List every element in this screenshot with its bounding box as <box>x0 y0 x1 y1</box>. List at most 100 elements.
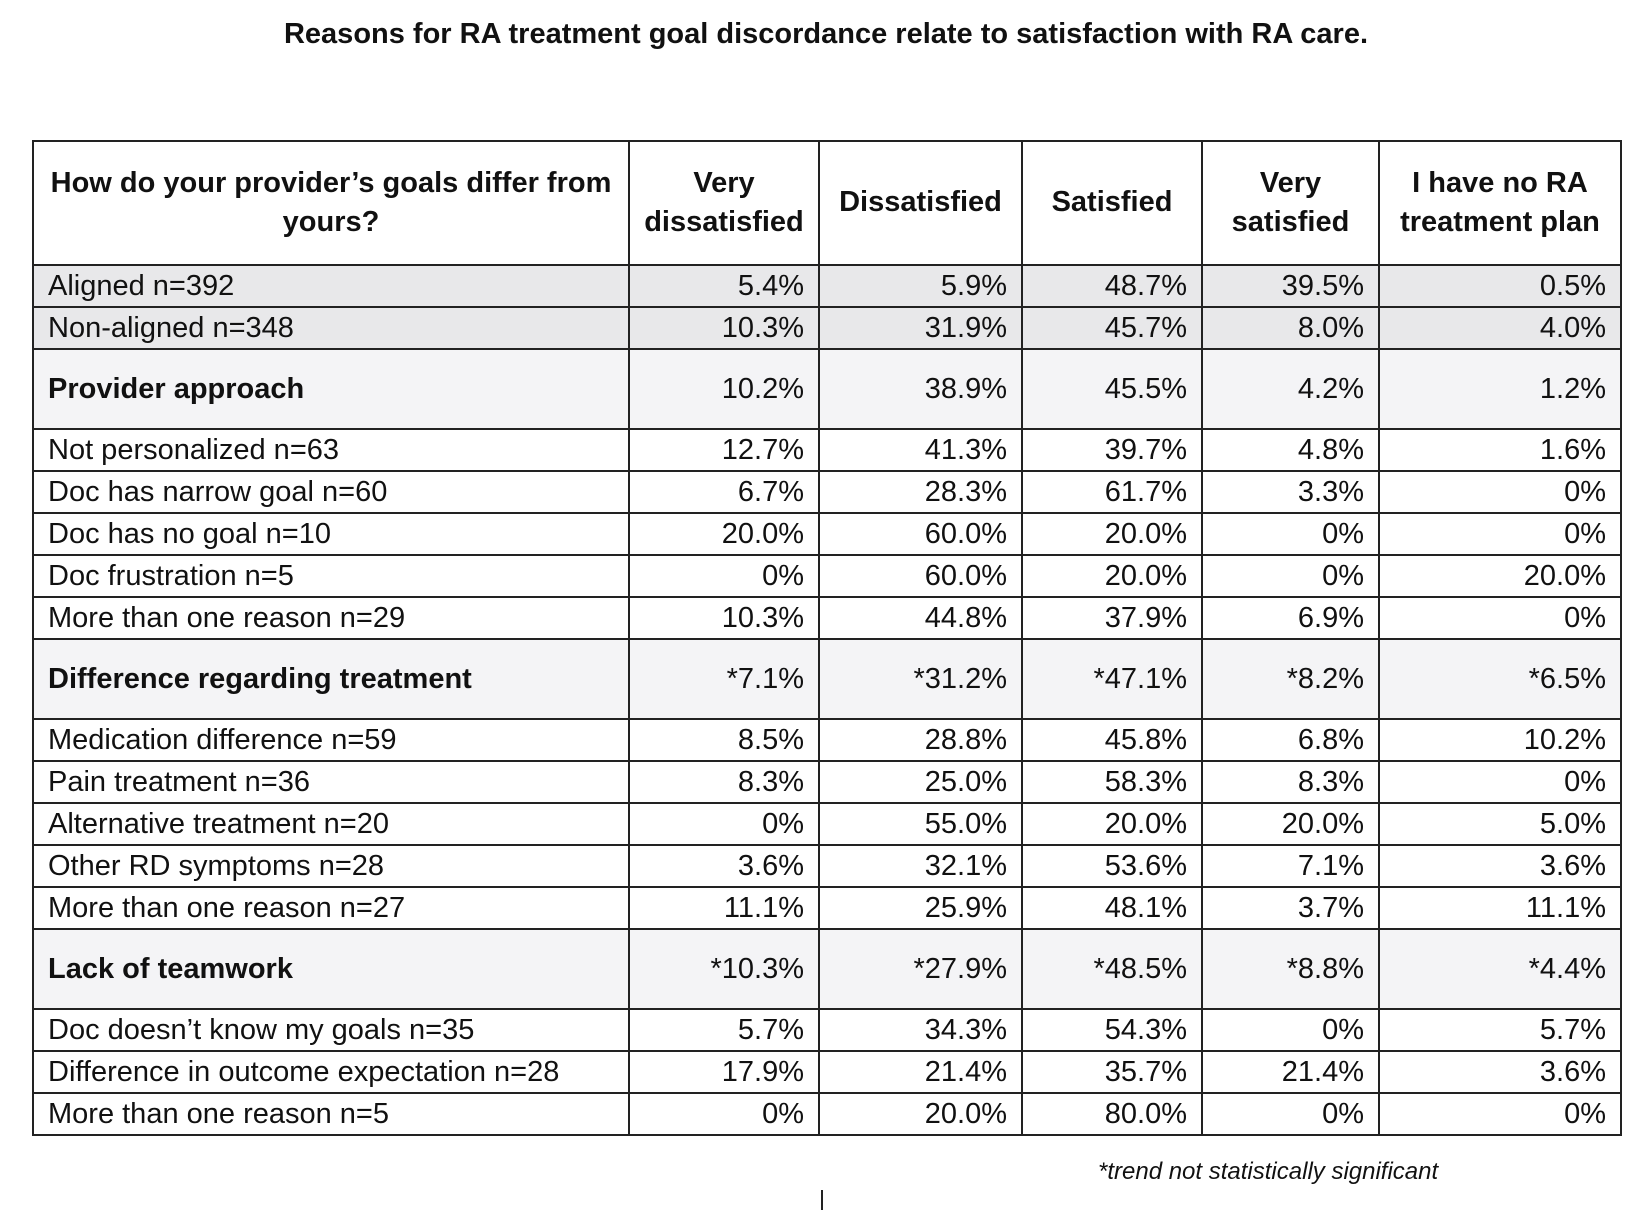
value-cell: 5.0% <box>1378 802 1622 846</box>
value-cell: 1.2% <box>1378 348 1622 430</box>
table-header: How do your provider’s goals differ from… <box>32 140 1622 266</box>
row-label: Medication difference n=59 <box>32 718 630 762</box>
value-cell: 20.0% <box>1378 554 1622 598</box>
value-cell: *8.2% <box>1201 638 1380 720</box>
group-row: Provider approach 10.2% 38.9% 45.5% 4.2% 1.2% <box>32 348 1622 430</box>
value-cell: 6.7% <box>628 470 820 514</box>
value-cell: 45.8% <box>1021 718 1203 762</box>
table-row: Doc frustration n=5 0% 60.0% 20.0% 0% 20.0% <box>32 554 1622 598</box>
value-cell: 35.7% <box>1021 1050 1203 1094</box>
table-row: Doc doesn’t know my goals n=35 5.7% 34.3% 5… <box>32 1008 1622 1052</box>
value-cell: 20.0% <box>628 512 820 556</box>
value-cell: *10.3% <box>628 928 820 1010</box>
header-no-treatment-plan: I have no RA treatment plan <box>1378 140 1622 266</box>
value-cell: 39.7% <box>1021 428 1203 472</box>
value-cell: 41.3% <box>818 428 1023 472</box>
value-cell: 3.6% <box>1378 1050 1622 1094</box>
header-dissatisfied: Dissatisfied <box>818 140 1023 266</box>
table-row: Difference in outcome expectation n=28 17… <box>32 1050 1622 1094</box>
satisfaction-table: How do your provider’s goals differ from… <box>32 140 1622 1136</box>
value-cell: 11.1% <box>628 886 820 930</box>
value-cell: 5.7% <box>1378 1008 1622 1052</box>
value-cell: *8.8% <box>1201 928 1380 1010</box>
value-cell: 4.2% <box>1201 348 1380 430</box>
value-cell: *31.2% <box>818 638 1023 720</box>
value-cell: 0% <box>1201 1008 1380 1052</box>
value-cell: 17.9% <box>628 1050 820 1094</box>
value-cell: 20.0% <box>1021 802 1203 846</box>
value-cell: 3.6% <box>628 844 820 888</box>
value-cell: 0% <box>1378 760 1622 804</box>
value-cell: 80.0% <box>1021 1092 1203 1136</box>
header-question: How do your provider’s goals differ from… <box>32 140 630 266</box>
header-row: How do your provider’s goals differ from… <box>32 140 1622 266</box>
value-cell: 60.0% <box>818 554 1023 598</box>
value-cell: *4.4% <box>1378 928 1622 1010</box>
value-cell: 37.9% <box>1021 596 1203 640</box>
value-cell: 4.8% <box>1201 428 1380 472</box>
row-label: Doc has no goal n=10 <box>32 512 630 556</box>
table-row: Doc has no goal n=10 20.0% 60.0% 20.0% 0% 0% <box>32 512 1622 556</box>
text-cursor <box>821 1190 823 1210</box>
value-cell: 39.5% <box>1201 264 1380 308</box>
value-cell: 31.9% <box>818 306 1023 350</box>
value-cell: 32.1% <box>818 844 1023 888</box>
value-cell: 3.6% <box>1378 844 1622 888</box>
row-label: More than one reason n=29 <box>32 596 630 640</box>
row-label: Doc frustration n=5 <box>32 554 630 598</box>
value-cell: 34.3% <box>818 1008 1023 1052</box>
value-cell: 48.1% <box>1021 886 1203 930</box>
value-cell: 0% <box>1378 512 1622 556</box>
value-cell: 25.0% <box>818 760 1023 804</box>
header-satisfied: Satisfied <box>1021 140 1203 266</box>
value-cell: 1.6% <box>1378 428 1622 472</box>
row-label: Pain treatment n=36 <box>32 760 630 804</box>
value-cell: 61.7% <box>1021 470 1203 514</box>
row-label: Difference in outcome expectation n=28 <box>32 1050 630 1094</box>
header-very-dissatisfied: Very dissatisfied <box>628 140 820 266</box>
table-row: More than one reason n=5 0% 20.0% 80.0% 0% 0% <box>32 1092 1622 1136</box>
row-label: More than one reason n=5 <box>32 1092 630 1136</box>
value-cell: 0% <box>628 1092 820 1136</box>
value-cell: 8.3% <box>1201 760 1380 804</box>
value-cell: 21.4% <box>818 1050 1023 1094</box>
value-cell: 10.3% <box>628 596 820 640</box>
table-row: Alternative treatment n=20 0% 55.0% 20.0% 20… <box>32 802 1622 846</box>
row-label: Difference regarding treatment <box>32 638 630 720</box>
value-cell: 54.3% <box>1021 1008 1203 1052</box>
table-body: Aligned n=392 5.4% 5.9% 48.7% 39.5% 0.5% Non-a… <box>32 264 1622 1136</box>
table-title: Reasons for RA treatment goal discordanc… <box>283 18 1369 50</box>
group-row: Lack of teamwork *10.3% *27.9% *48.5% *8.8% *… <box>32 928 1622 1010</box>
row-label: Alternative treatment n=20 <box>32 802 630 846</box>
value-cell: 6.8% <box>1201 718 1380 762</box>
value-cell: 5.7% <box>628 1008 820 1052</box>
table-row: Not personalized n=63 12.7% 41.3% 39.7% 4.8%… <box>32 428 1622 472</box>
header-very-satisfied: Very satisfied <box>1201 140 1380 266</box>
table-row: Medication difference n=59 8.5% 28.8% 45.8%… <box>32 718 1622 762</box>
value-cell: 0.5% <box>1378 264 1622 308</box>
value-cell: 20.0% <box>1021 554 1203 598</box>
value-cell: 55.0% <box>818 802 1023 846</box>
value-cell: 5.9% <box>818 264 1023 308</box>
value-cell: 0% <box>1201 554 1380 598</box>
value-cell: 6.9% <box>1201 596 1380 640</box>
row-label: Doc has narrow goal n=60 <box>32 470 630 514</box>
value-cell: *48.5% <box>1021 928 1203 1010</box>
value-cell: 0% <box>1201 512 1380 556</box>
value-cell: 8.5% <box>628 718 820 762</box>
value-cell: 8.0% <box>1201 306 1380 350</box>
value-cell: 20.0% <box>1021 512 1203 556</box>
row-label: Lack of teamwork <box>32 928 630 1010</box>
value-cell: *27.9% <box>818 928 1023 1010</box>
value-cell: 45.5% <box>1021 348 1203 430</box>
value-cell: 28.3% <box>818 470 1023 514</box>
value-cell: 0% <box>1378 596 1622 640</box>
row-label: Aligned n=392 <box>32 264 630 308</box>
value-cell: *6.5% <box>1378 638 1622 720</box>
value-cell: 0% <box>628 802 820 846</box>
value-cell: 28.8% <box>818 718 1023 762</box>
value-cell: 45.7% <box>1021 306 1203 350</box>
value-cell: 0% <box>1378 1092 1622 1136</box>
value-cell: 3.3% <box>1201 470 1380 514</box>
row-label: More than one reason n=27 <box>32 886 630 930</box>
